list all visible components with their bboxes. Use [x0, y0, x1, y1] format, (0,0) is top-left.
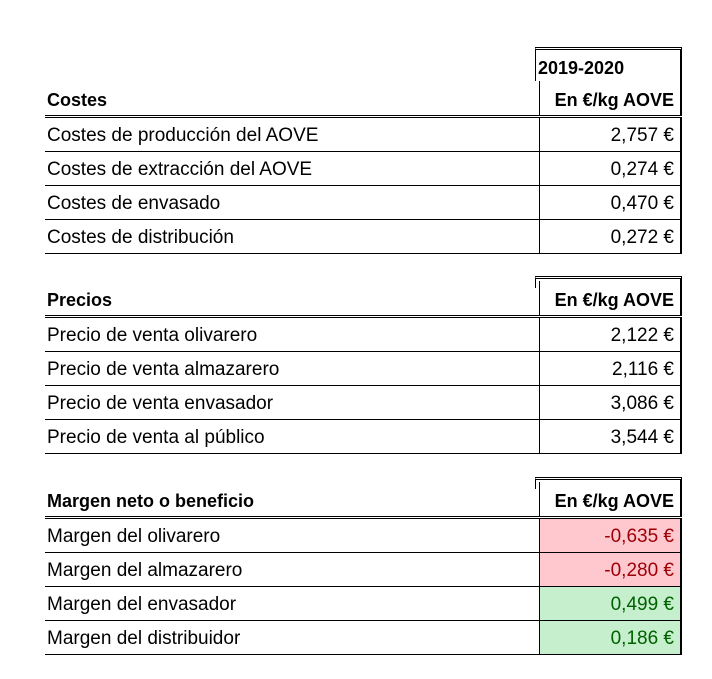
- row-value: 2,757 €: [610, 125, 674, 146]
- precios-title: Precios: [47, 290, 113, 310]
- row-value: 0,470 €: [610, 193, 674, 214]
- costes-table: Costes En €/kg AOVE Costes de producción…: [45, 81, 682, 254]
- row-label: Margen del almazarero: [47, 560, 243, 581]
- table-row: Precio de venta olivarero 2,122 €: [45, 318, 682, 352]
- row-label: Margen del olivarero: [47, 526, 221, 547]
- row-label: Margen del envasador: [47, 594, 237, 615]
- precios-table: Precios En €/kg AOVE Precio de venta oli…: [45, 281, 682, 454]
- margen-header-row: Margen neto o beneficio En €/kg AOVE: [45, 482, 682, 519]
- row-label: Precio de venta envasador: [47, 393, 274, 414]
- value-cell: 0,470 €: [539, 186, 682, 219]
- positive-value-cell: 0,499 €: [539, 587, 682, 620]
- table-row: Margen del almazarero -0,280 €: [45, 553, 682, 587]
- unit-header-cell: En €/kg AOVE: [539, 482, 682, 516]
- row-label: Precio de venta almazarero: [47, 359, 280, 380]
- row-label: Costes de envasado: [47, 193, 221, 214]
- value-cell: 0,274 €: [539, 152, 682, 185]
- table-row: Precio de venta envasador 3,086 €: [45, 386, 682, 420]
- period-header-cell: 2019-2020: [535, 47, 682, 81]
- value-cell: 2,757 €: [539, 118, 682, 151]
- table-row: Costes de producción del AOVE 2,757 €: [45, 118, 682, 152]
- row-label: Precio de venta al público: [47, 427, 265, 448]
- row-value: 0,499 €: [610, 594, 674, 615]
- row-label: Precio de venta olivarero: [47, 325, 258, 346]
- table-row: Margen del envasador 0,499 €: [45, 587, 682, 621]
- costes-header-row: Costes En €/kg AOVE: [45, 81, 682, 118]
- table-row: Costes de extracción del AOVE 0,274 €: [45, 152, 682, 186]
- row-label: Costes de producción del AOVE: [47, 125, 319, 146]
- negative-value-cell: -0,280 €: [539, 553, 682, 586]
- unit-header-cell: En €/kg AOVE: [539, 81, 682, 115]
- table-row: Margen del distribuidor 0,186 €: [45, 621, 682, 655]
- negative-value-cell: -0,635 €: [539, 519, 682, 552]
- row-value: 2,122 €: [610, 325, 674, 346]
- row-value: -0,635 €: [604, 526, 674, 547]
- value-cell: 0,272 €: [539, 220, 682, 253]
- row-value: 3,544 €: [610, 427, 674, 448]
- row-value: -0,280 €: [604, 560, 674, 581]
- row-label: Margen del distribuidor: [47, 628, 241, 649]
- row-value: 3,086 €: [610, 393, 674, 414]
- row-value: 0,186 €: [610, 628, 674, 649]
- row-value: 2,116 €: [612, 359, 674, 380]
- value-cell: 2,122 €: [539, 318, 682, 351]
- value-cell: 2,116 €: [539, 352, 682, 385]
- table-row: Costes de distribución 0,272 €: [45, 220, 682, 254]
- unit-label: En €/kg AOVE: [554, 290, 674, 310]
- table-row: Margen del olivarero -0,635 €: [45, 519, 682, 553]
- table-row: Precio de venta al público 3,544 €: [45, 420, 682, 454]
- period-label: 2019-2020: [538, 58, 625, 78]
- table-row: Precio de venta almazarero 2,116 €: [45, 352, 682, 386]
- row-label: Costes de extracción del AOVE: [47, 159, 313, 180]
- value-cell: 3,544 €: [539, 420, 682, 453]
- precios-header-row: Precios En €/kg AOVE: [45, 281, 682, 318]
- table-row: Costes de envasado 0,470 €: [45, 186, 682, 220]
- unit-label: En €/kg AOVE: [554, 90, 674, 110]
- costes-title: Costes: [47, 90, 108, 110]
- margen-table: Margen neto o beneficio En €/kg AOVE Mar…: [45, 482, 682, 655]
- row-value: 0,272 €: [610, 227, 674, 248]
- row-label: Costes de distribución: [47, 227, 234, 248]
- row-value: 0,274 €: [610, 159, 674, 180]
- positive-value-cell: 0,186 €: [539, 621, 682, 654]
- value-cell: 3,086 €: [539, 386, 682, 419]
- unit-label: En €/kg AOVE: [554, 491, 674, 511]
- unit-header-cell: En €/kg AOVE: [539, 281, 682, 315]
- margen-title: Margen neto o beneficio: [47, 491, 255, 511]
